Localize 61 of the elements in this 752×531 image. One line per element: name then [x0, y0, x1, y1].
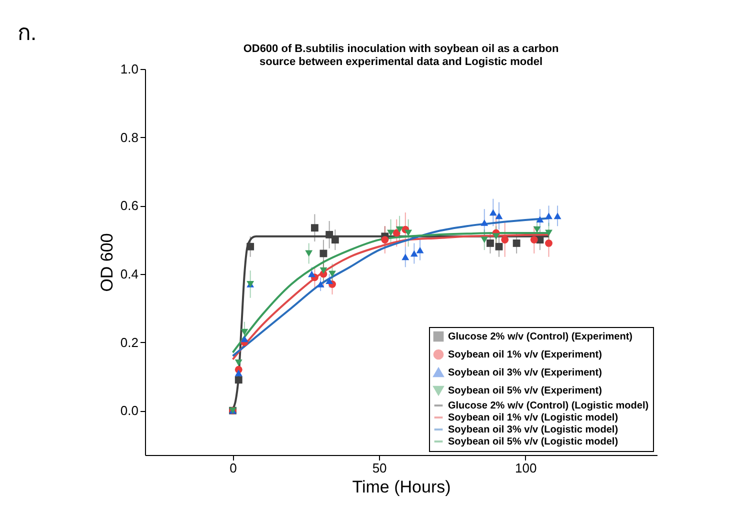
y-tick-label: 0.2: [120, 334, 138, 350]
y-tick-label: 0.8: [120, 130, 138, 145]
point: [234, 370, 242, 376]
legend-label: Soybean oil 5% v/v (Experiment): [448, 386, 602, 396]
point: [240, 336, 248, 342]
point: [381, 236, 389, 244]
y-tick-label: 1.0: [120, 62, 138, 76]
legend-label: Soybean oil 1% v/v (Logistic model): [448, 412, 618, 424]
legend-label: Soybean oil 3% v/v (Logistic model): [448, 424, 618, 436]
point: [404, 230, 412, 236]
point: [326, 278, 334, 284]
point: [320, 267, 328, 274]
point: [316, 280, 324, 288]
y-tick-label: 0.6: [120, 198, 138, 214]
point: [501, 236, 509, 244]
legend-label: Soybean oil 3% v/v (Experiment): [448, 368, 602, 378]
point: [240, 328, 248, 336]
point: [234, 360, 242, 366]
point: [402, 254, 410, 260]
point: [545, 240, 552, 247]
y-tick-label: 0.4: [120, 266, 138, 282]
point: [305, 250, 313, 257]
point: [545, 212, 552, 220]
text: ก.: [17, 20, 37, 45]
point: [396, 226, 404, 233]
point: [480, 236, 488, 244]
x-tick-label: 50: [372, 460, 387, 476]
y-axis-title: OD 600: [97, 233, 116, 292]
point: [495, 212, 503, 220]
point: [308, 270, 316, 278]
point: [328, 270, 336, 278]
point: [530, 236, 538, 244]
point: [533, 226, 541, 233]
y-tick-label: 0.0: [120, 403, 138, 418]
x-axis-title: Time (Hours): [352, 478, 451, 496]
point: [492, 233, 500, 240]
point: [512, 240, 520, 247]
point: [387, 230, 394, 236]
x-tick-label: 0: [230, 460, 237, 476]
point: [554, 212, 562, 220]
point: [234, 376, 242, 384]
point: [246, 242, 254, 250]
point: [495, 242, 503, 250]
point: [536, 216, 544, 223]
legend-label: Glucose 2% w/v (Control) (Logistic model): [448, 400, 649, 412]
point: [486, 240, 494, 247]
point: [480, 220, 488, 226]
legend-label: Soybean oil 1% v/v (Experiment): [448, 350, 602, 360]
point: [326, 230, 334, 238]
point: [310, 224, 318, 232]
text: source between experimental data and Logistic model: [259, 56, 543, 68]
point: [331, 236, 339, 244]
point: [416, 246, 424, 254]
point: [489, 209, 497, 216]
legend-label: Glucose 2% w/v (Control) (Experiment): [448, 332, 632, 342]
x-tick-label: 100: [514, 460, 537, 476]
legend-label: Soybean oil 5% v/v (Logistic model): [448, 436, 618, 448]
point: [410, 250, 418, 257]
point: [392, 229, 400, 237]
text: OD600 of B.subtilis inoculation with soybean oil as a carbon: [243, 43, 559, 55]
point: [545, 230, 552, 236]
